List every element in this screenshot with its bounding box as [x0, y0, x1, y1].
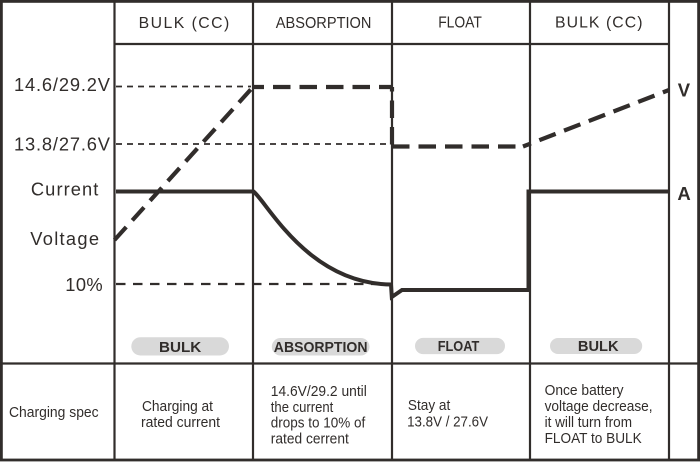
svg-text:rated cerrent: rated cerrent	[271, 430, 350, 447]
svg-text:BULK: BULK	[159, 339, 201, 356]
svg-text:V: V	[678, 79, 691, 100]
svg-text:FLOAT to BULK: FLOAT to BULK	[545, 430, 642, 447]
svg-text:Voltage: Voltage	[30, 228, 99, 249]
svg-text:Charging at: Charging at	[142, 398, 214, 415]
svg-text:Current: Current	[31, 179, 99, 200]
svg-text:Once battery: Once battery	[545, 382, 624, 399]
svg-text:voltage decrease,: voltage decrease,	[545, 398, 653, 415]
svg-text:13.8/27.6V: 13.8/27.6V	[14, 134, 111, 155]
svg-text:the current: the current	[271, 399, 334, 416]
svg-text:rated current: rated current	[141, 414, 221, 431]
svg-text:10%: 10%	[65, 274, 102, 295]
svg-text:FLOAT: FLOAT	[438, 338, 480, 355]
svg-text:14.6V/29.2 until: 14.6V/29.2 until	[271, 383, 367, 400]
svg-text:Stay at: Stay at	[408, 397, 451, 414]
svg-text:13.8V / 27.6V: 13.8V / 27.6V	[407, 414, 488, 431]
svg-text:BULK (CC): BULK (CC)	[555, 15, 643, 32]
svg-text:BULK: BULK	[578, 338, 619, 355]
svg-text:A: A	[677, 183, 690, 204]
svg-text:drops to 10% of: drops to 10% of	[271, 415, 366, 432]
svg-text:Charging spec: Charging spec	[9, 404, 99, 421]
svg-text:BULK (CC): BULK (CC)	[139, 15, 230, 32]
svg-text:14.6/29.2V: 14.6/29.2V	[14, 74, 111, 95]
svg-text:ABSORPTION: ABSORPTION	[276, 15, 372, 32]
svg-text:it will turn from: it will turn from	[545, 414, 632, 431]
svg-text:FLOAT: FLOAT	[438, 15, 482, 32]
svg-text:ABSORPTION: ABSORPTION	[274, 339, 368, 356]
